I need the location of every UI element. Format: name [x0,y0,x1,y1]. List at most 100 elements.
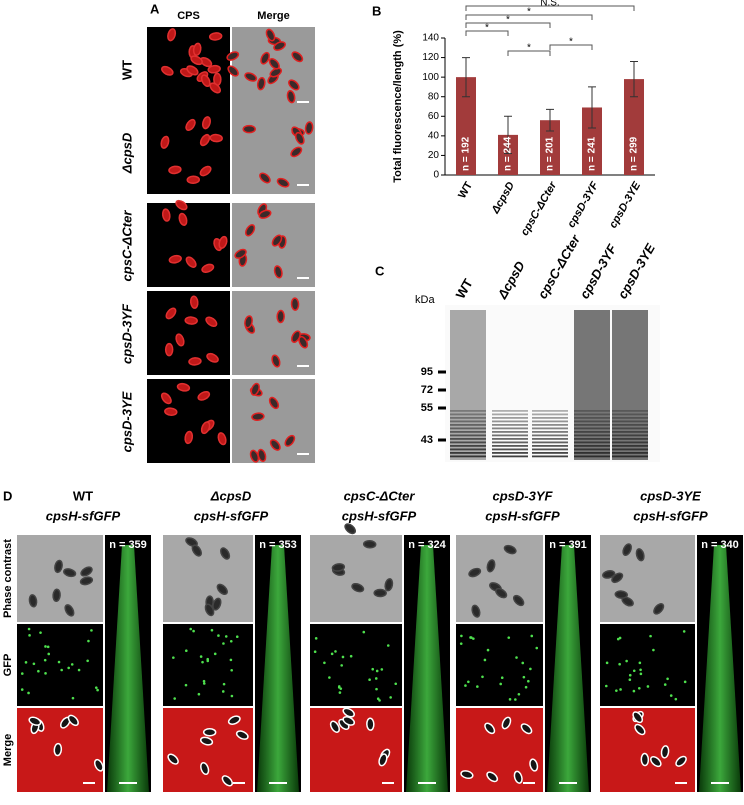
cell [93,758,104,772]
band [612,438,648,440]
cell [80,566,93,577]
gfp-spot [632,689,636,693]
cell [273,41,286,51]
n-label: n = 359 [109,539,147,551]
scale-bar [711,782,729,784]
cell [378,753,388,767]
band [450,417,486,419]
cell [520,723,533,735]
bar-label: n = 241 [587,136,598,171]
scale-bar [297,453,309,455]
cell [184,430,194,445]
band [612,452,648,454]
band [574,448,610,451]
band [450,452,486,454]
gfp-spot [90,629,93,632]
band [450,438,486,440]
cell [384,578,394,592]
gfp-spot [185,649,188,653]
n-label: n = 340 [701,539,739,551]
gfp-spot [469,636,472,639]
lane-label: cpsD-3YF [577,241,620,301]
cell [635,548,645,562]
band [612,410,648,412]
cell [185,256,197,268]
cell [164,407,178,416]
image [600,624,695,706]
scale-bar [418,782,436,784]
cell [165,307,177,320]
gfp-spot [683,680,687,684]
cell [271,354,281,368]
band [612,417,648,419]
column-header: CPS [177,10,200,22]
gfp-spot [386,644,390,647]
cell [199,165,212,177]
cell [486,771,499,783]
band [574,434,610,437]
cell [242,124,256,134]
marker-label: 72 [421,384,433,396]
gfp-spot [639,668,642,672]
gfp-spot [625,659,628,663]
gfp-spot [86,659,89,663]
cell [273,265,283,279]
cell [291,51,304,63]
x-tick-label: cpsC-ΔCter [519,179,560,238]
cell [63,568,77,578]
cell [217,432,227,446]
significance-label: * [506,15,510,26]
cell [226,51,240,61]
panel-label: B [372,3,381,18]
gfp-spot [60,668,63,672]
cell [192,42,202,56]
demograph-signal [107,545,149,792]
cell [259,172,271,184]
strain-label: ΔcpsD [210,488,252,503]
bar [498,134,518,175]
gfp-spot [605,661,609,665]
row-label: WT [119,60,134,80]
cell [602,569,616,579]
gfp-spot [70,663,74,666]
reporter-label: cpsH-sfGFP [633,508,708,523]
gfp-spot [476,685,479,688]
gfp-spot [371,667,375,671]
band [574,455,610,458]
cell [199,736,214,746]
cell [185,537,198,547]
gfp-spot [638,686,641,690]
gfp-spot [649,634,652,638]
gfp-spot [94,686,98,689]
gfp-spot [632,669,636,673]
scale-bar [297,277,309,279]
cell [471,604,481,618]
band [450,445,486,447]
band [574,427,610,430]
image [310,535,402,622]
cell [257,448,267,462]
image [17,624,103,706]
gfp-spot [313,650,317,654]
bar-label: n = 192 [461,136,472,171]
gfp-spot [24,661,28,664]
band [532,445,568,447]
gfp-spot [459,642,463,645]
gfp-spot [28,634,31,637]
smear [612,310,648,460]
cell [513,770,523,784]
gfp-spot [230,668,233,672]
scale-bar [119,782,137,784]
image [600,708,695,792]
cell [161,65,174,76]
band [612,413,648,416]
cell [269,67,283,78]
cell [208,32,223,41]
gfp-spot [192,629,195,633]
scale-bar [297,365,309,367]
cell [67,714,79,727]
cell [290,297,300,311]
n-label: n = 353 [259,539,297,551]
gfp-spot [202,679,206,683]
gfp-spot [206,659,210,663]
